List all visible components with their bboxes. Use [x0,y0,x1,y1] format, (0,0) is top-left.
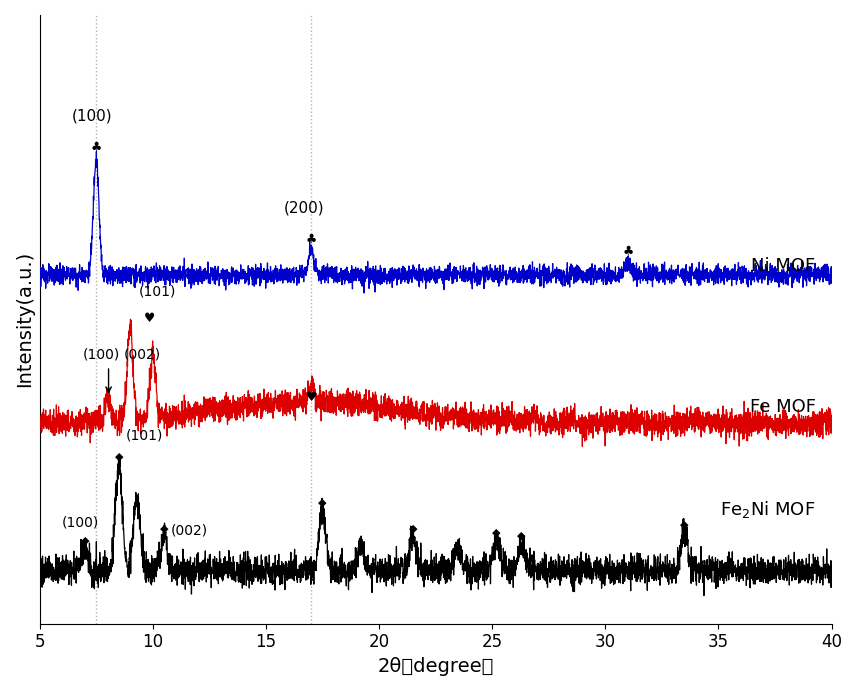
Text: ◆: ◆ [318,498,327,508]
Text: (101): (101) [125,429,163,443]
Text: ◆: ◆ [518,531,525,541]
Text: (100): (100) [62,515,99,529]
Text: ◆: ◆ [115,452,123,462]
Text: ♥: ♥ [305,391,317,404]
Text: ♣: ♣ [622,245,633,257]
Text: (100): (100) [71,108,112,124]
X-axis label: 2θ（degree）: 2θ（degree） [377,657,494,676]
Text: ◆: ◆ [493,527,500,538]
Text: ♣: ♣ [91,140,102,153]
Text: ◆: ◆ [409,524,417,534]
Text: Fe$_2$Ni MOF: Fe$_2$Ni MOF [721,499,816,520]
Text: (002): (002) [124,348,161,361]
Y-axis label: Intensity(a.u.): Intensity(a.u.) [15,252,34,388]
Text: ♥: ♥ [144,312,155,325]
Text: Fe MOF: Fe MOF [750,399,816,417]
Text: ◆: ◆ [680,519,689,529]
Text: (101): (101) [139,285,176,299]
Text: ◆: ◆ [81,536,89,546]
Text: (200): (200) [284,201,325,216]
Text: ◆: ◆ [159,524,168,534]
Text: (100): (100) [83,348,120,361]
Text: Ni MOF: Ni MOF [752,256,816,274]
Text: (002): (002) [171,524,208,538]
Text: ♣: ♣ [305,232,317,245]
